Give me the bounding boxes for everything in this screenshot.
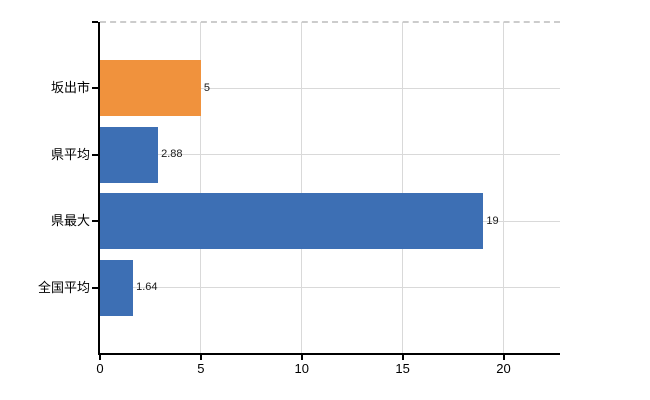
y-axis-tick [92, 220, 98, 223]
value-label: 5 [203, 81, 210, 94]
bar-全国平均 [100, 259, 134, 316]
y-axis-line [98, 22, 100, 355]
x-tick-label: 15 [395, 361, 410, 376]
x-axis-tick [99, 355, 101, 360]
category-label-坂出市: 坂出市 [50, 80, 90, 96]
vertical-gridline [200, 22, 202, 354]
bar-県最大 [100, 193, 484, 250]
x-tick-label: 10 [294, 361, 309, 376]
category-label-県最大: 県最大 [50, 213, 90, 229]
bar-坂出市 [100, 60, 201, 117]
x-tick-label: 0 [96, 361, 104, 376]
plot-top-border [100, 21, 560, 23]
bar-県平均 [100, 126, 159, 183]
x-tick-label: 20 [496, 361, 511, 376]
y-axis-tick [92, 286, 98, 289]
value-label: 1.64 [136, 281, 158, 294]
x-axis-tick [199, 355, 202, 360]
category-label-県平均: 県平均 [50, 146, 90, 162]
x-axis-tick [502, 355, 505, 360]
y-axis-tick [92, 153, 98, 156]
horizontal-gridline [100, 87, 560, 89]
x-axis-tick [300, 355, 303, 360]
vertical-gridline [503, 22, 504, 354]
value-label: 19 [486, 214, 499, 227]
value-label: 2.88 [161, 148, 183, 161]
vertical-gridline [402, 22, 404, 354]
x-axis-tick [401, 355, 404, 360]
y-axis-top-tick [92, 21, 98, 23]
horizontal-gridline [100, 287, 560, 289]
plot-area: 5 2.88 19 1.64 [100, 22, 560, 354]
y-axis-tick [92, 87, 98, 90]
category-label-全国平均: 全国平均 [37, 279, 90, 295]
horizontal-gridline [100, 154, 560, 156]
x-axis-line [98, 353, 560, 355]
vertical-gridline [301, 22, 303, 354]
x-tick-label: 5 [197, 361, 205, 376]
